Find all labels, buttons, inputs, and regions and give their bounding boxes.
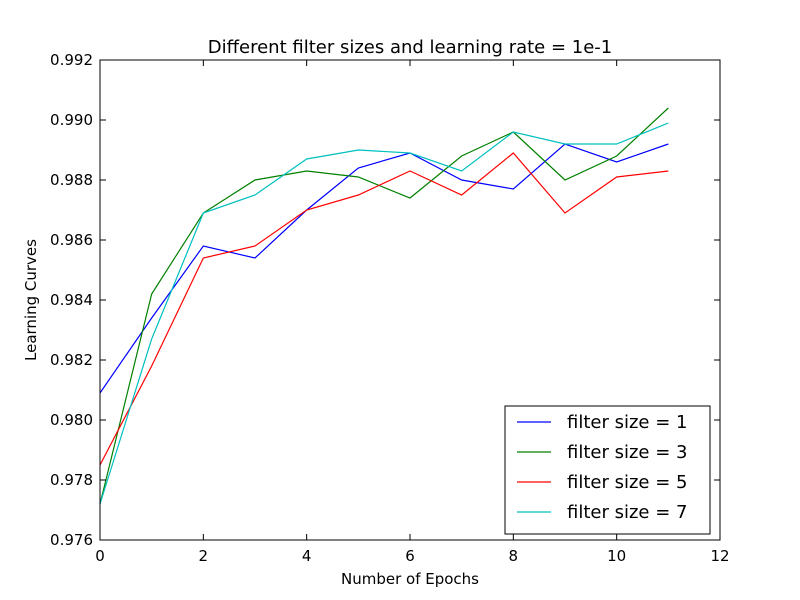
series-line-1 (99, 143, 669, 394)
plot-layer (99, 107, 669, 505)
y-axis-label: Learning Curves (22, 239, 40, 361)
x-tick-label: 6 (405, 547, 415, 565)
chart-title: Different filter sizes and learning rate… (208, 37, 613, 58)
x-tick-label: 4 (302, 547, 312, 565)
y-tick-label: 0.976 (50, 531, 93, 549)
x-tick-label: 8 (509, 547, 519, 565)
y-tick-label: 0.986 (50, 231, 93, 249)
series-line-3 (99, 152, 669, 466)
y-tick-label: 0.980 (50, 411, 93, 429)
y-tick-label: 0.992 (50, 51, 93, 69)
x-tick-label: 0 (95, 547, 105, 565)
y-tick-label: 0.984 (50, 291, 93, 309)
y-tick-label: 0.978 (50, 471, 93, 489)
legend: filter size = 1 filter size = 3 filter siz… (504, 405, 711, 535)
legend-label-4: filter size = 7 (567, 502, 687, 523)
x-axis-label: Number of Epochs (341, 570, 479, 588)
legend-label-2: filter size = 3 (567, 442, 687, 463)
series-line-4 (99, 122, 669, 505)
legend-label-3: filter size = 5 (567, 472, 687, 493)
y-tick-label: 0.988 (50, 171, 93, 189)
x-tick-label: 10 (607, 547, 626, 565)
ticks-layer: 0 2 4 6 8 10 12 0.976 0.978 0.980 0.982 0.984 0.986 0… (50, 51, 730, 565)
x-tick-label: 2 (199, 547, 209, 565)
x-tick-label: 12 (710, 547, 729, 565)
y-tick-label: 0.990 (50, 111, 93, 129)
legend-box (504, 405, 711, 535)
legend-label-1: filter size = 1 (567, 412, 687, 433)
y-tick-label: 0.982 (50, 351, 93, 369)
series-line-2 (99, 107, 669, 505)
